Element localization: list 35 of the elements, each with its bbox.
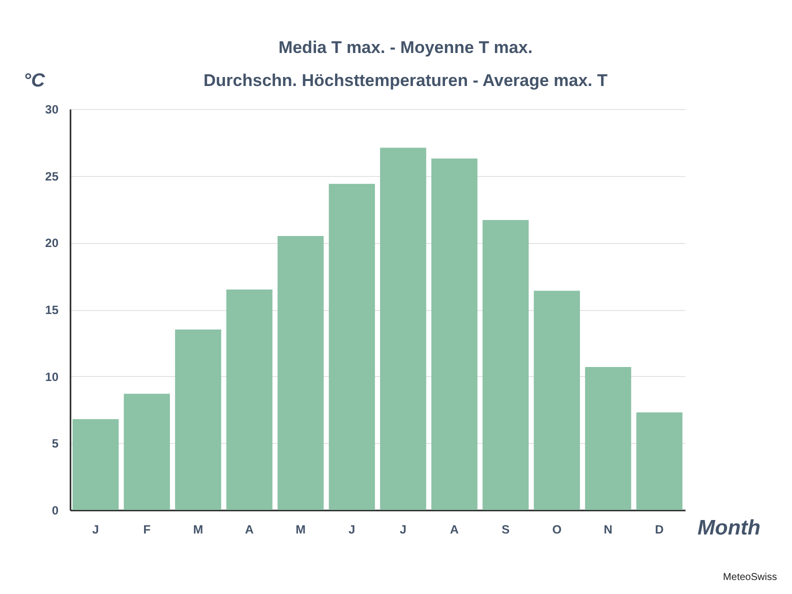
x-tick-label: N [604,522,612,536]
x-tick-label: J [400,522,406,536]
x-axis-title: Month [698,516,760,540]
bar [278,236,324,510]
x-tick-label: M [193,522,204,536]
x-tick-label: A [245,522,254,536]
y-tick-label: 20 [45,236,59,250]
bar [72,419,119,510]
x-tick-label: S [502,522,510,536]
y-axis-title: °C [24,70,46,92]
bar [380,148,426,510]
y-tick-label: 30 [45,102,59,116]
y-tick-label: 25 [45,169,59,184]
y-tick-label: 10 [45,370,59,384]
x-tick-label: M [296,522,306,536]
bar [124,394,170,510]
chart-title: Media T max. - Moyenne T max. Durchschn. Höchsttemperaturen - Average max. T [203,38,608,90]
x-tick-label: A [450,522,460,536]
x-tick-label: J [92,522,99,536]
x-tick-label: O [552,522,562,536]
bar [482,220,529,510]
bar [585,366,632,510]
x-tick-label: F [143,522,151,536]
bar [636,412,682,510]
y-tick-label: 15 [45,303,59,317]
y-tick-label: 5 [52,436,59,451]
bar [328,184,375,510]
bar [226,289,272,510]
bar [175,330,222,510]
text: MeteoSwiss [723,572,777,583]
y-tick-label: 0 [52,504,59,518]
x-tick-label: J [348,522,356,536]
x-tick-label: D [655,522,664,536]
bar [431,158,478,510]
bar [534,290,580,510]
